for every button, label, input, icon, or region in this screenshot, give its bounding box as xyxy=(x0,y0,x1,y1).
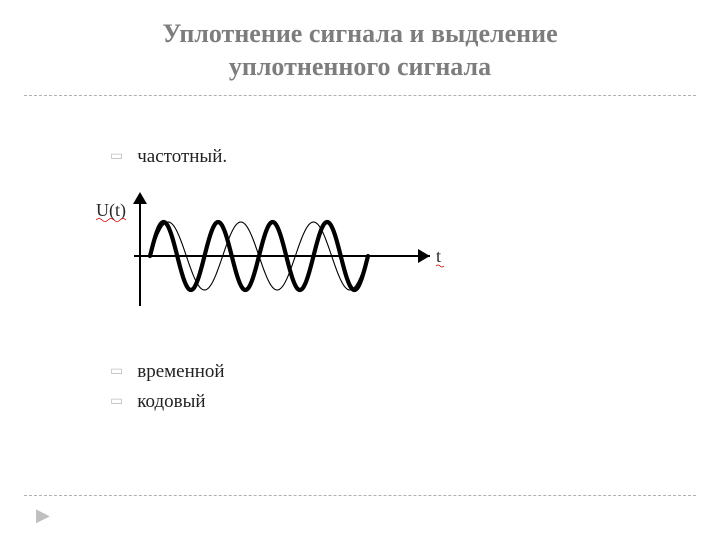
svg-text:U(t): U(t) xyxy=(96,200,126,221)
bullet-time: ▭ временной xyxy=(110,361,720,383)
slide-title: Уплотнение сигнала и выделение уплотненн… xyxy=(0,0,720,91)
footer-arrow-icon: ▶ xyxy=(36,505,50,526)
bullet-icon: ▭ xyxy=(110,365,123,379)
bullet-text: временной xyxy=(137,361,224,383)
footer-divider xyxy=(24,495,696,496)
bullet-text: частотный. xyxy=(137,146,227,168)
title-line2: уплотненного сигнала xyxy=(229,52,491,81)
bullet-text: кодовый xyxy=(137,391,205,413)
title-line1: Уплотнение сигнала и выделение xyxy=(162,19,557,48)
bullet-frequency: ▭ частотный. xyxy=(110,146,720,168)
content-area: ▭ частотный. U(t) t ▭ временной ▭ кодовый xyxy=(0,96,720,413)
bullet-icon: ▭ xyxy=(110,395,123,409)
svg-text:t: t xyxy=(436,246,441,266)
signal-diagram: U(t) t xyxy=(90,186,720,331)
signal-svg: U(t) t xyxy=(90,186,470,326)
bullet-code: ▭ кодовый xyxy=(110,391,720,413)
bullet-icon: ▭ xyxy=(110,150,123,164)
